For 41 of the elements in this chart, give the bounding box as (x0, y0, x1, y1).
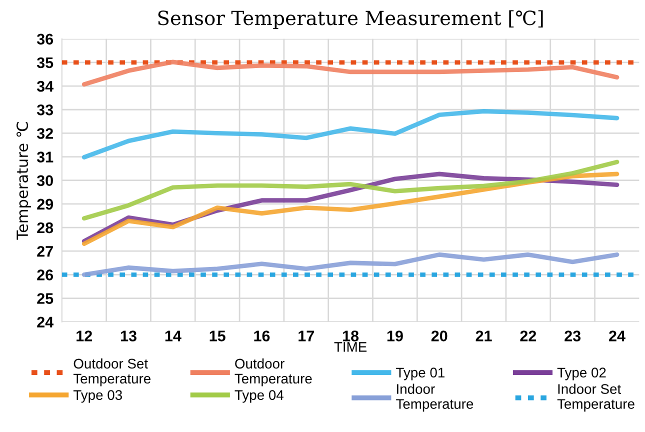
y-tick-label: 34 (36, 80, 54, 92)
y-tick-label: 28 (37, 222, 54, 234)
legend-label: Type 04 (234, 390, 284, 403)
line-series (82, 252, 620, 277)
x-tick-label: 22 (520, 330, 536, 342)
x-axis-title: TIME (334, 342, 367, 352)
line-series (82, 60, 620, 87)
x-tick-label: 15 (210, 330, 226, 342)
x-tick-label: 16 (254, 330, 270, 342)
x-tick-label: 23 (564, 330, 581, 342)
y-tick-label: 27 (37, 246, 53, 257)
line-series (82, 160, 620, 221)
y-tick-label: 36 (36, 34, 54, 45)
y-tick-label: 35 (36, 57, 54, 68)
chart-title: Sensor Temperature Measurement [℃] (158, 10, 543, 30)
x-tick-label: 19 (387, 330, 403, 342)
y-tick-label: 29 (37, 198, 54, 210)
legend-label: Type 01 (396, 368, 444, 380)
x-tick-label: 13 (120, 330, 136, 342)
y-tick-label: 25 (37, 293, 54, 304)
x-tick-label: 17 (298, 330, 314, 342)
x-tick-label: 12 (76, 330, 92, 342)
legend-label: Type 03 (73, 390, 122, 403)
legend-label: Type 02 (557, 368, 606, 380)
y-axis-title: Temperature ℃ (16, 122, 32, 240)
y-tick-label: 30 (36, 175, 53, 186)
x-tick-label: 20 (431, 330, 448, 342)
line-series (82, 109, 620, 160)
x-tick-label: 18 (343, 330, 359, 342)
y-tick-label: 33 (36, 104, 54, 116)
y-tick-label: 31 (36, 152, 54, 162)
legend-label: Indoor Set Temperature (557, 384, 634, 412)
x-tick-label: 21 (476, 330, 492, 342)
legend-label: Outdoor Temperature (234, 358, 312, 386)
legend-label: Indoor Temperature (396, 384, 474, 412)
y-tick-label: 26 (37, 270, 54, 280)
x-tick-label: 14 (165, 330, 182, 342)
y-tick-label: 32 (36, 128, 53, 139)
legend-label: Outdoor Set Temperature (73, 358, 151, 386)
y-tick-label: 24 (37, 316, 54, 328)
x-tick-label: 24 (609, 330, 626, 342)
